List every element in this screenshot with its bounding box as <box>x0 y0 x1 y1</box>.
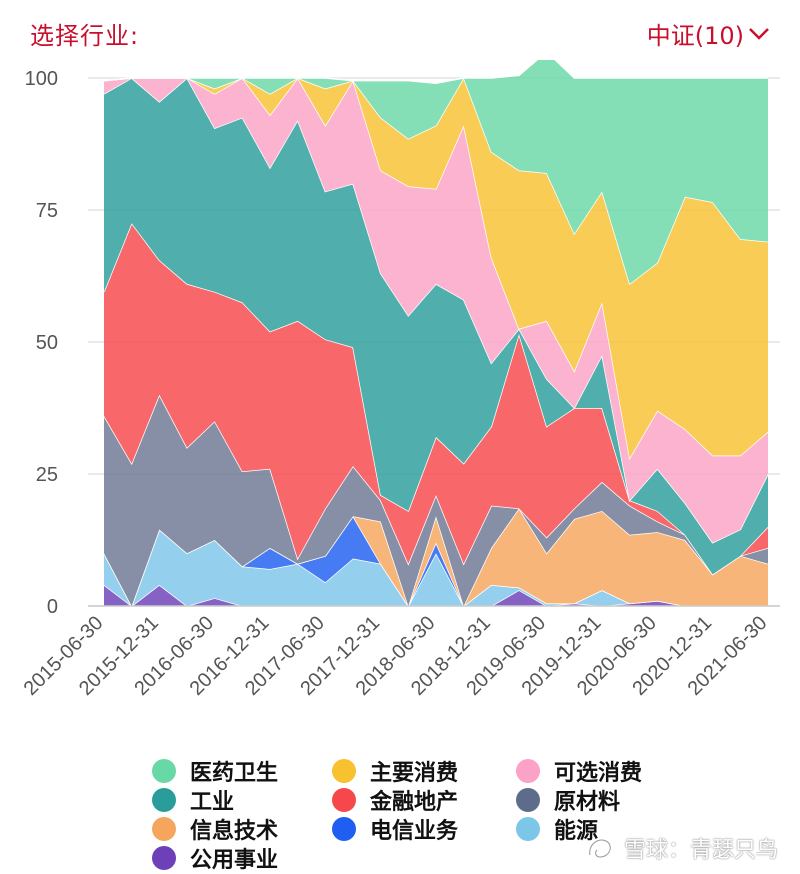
legend-item[interactable]: 信息技术 <box>152 814 278 844</box>
area-edge-医药卫生 <box>103 60 768 85</box>
area-信息技术 <box>104 508 768 606</box>
legend-item[interactable]: 医药卫生 <box>152 756 278 786</box>
legend-label: 金融地产 <box>370 790 459 815</box>
area-医药卫生 <box>104 60 768 284</box>
legend-item[interactable]: 工业 <box>152 785 234 815</box>
legend-label: 公用事业 <box>190 848 279 873</box>
legend-label: 原材料 <box>554 790 621 815</box>
legend-label: 工业 <box>190 790 235 815</box>
watermark: 雪球：青瑟只鸟 <box>586 832 778 864</box>
legend-label: 主要消费 <box>370 761 459 786</box>
y-tick-label: 100 <box>25 68 58 90</box>
legend-item[interactable]: 电信业务 <box>332 814 458 844</box>
legend-swatch <box>152 817 176 841</box>
area-公用事业 <box>104 584 768 606</box>
legend-swatch <box>332 817 356 841</box>
industry-select-label[interactable]: 选择行业: <box>30 22 140 50</box>
legend-label: 信息技术 <box>190 819 279 844</box>
y-axis: 0 25 50 75 100 <box>25 68 58 618</box>
watermark-text: 雪球：青瑟只鸟 <box>623 838 778 863</box>
y-tick-label: 0 <box>47 596 58 618</box>
legend-label: 医药卫生 <box>190 761 279 786</box>
legend-item[interactable]: 金融地产 <box>332 785 458 815</box>
legend-swatch <box>332 788 356 812</box>
legend-swatch <box>152 846 176 870</box>
area-主要消费 <box>104 78 768 459</box>
area-工业 <box>104 78 768 575</box>
legend-item[interactable]: 能源 <box>516 814 598 844</box>
y-tick-label: 25 <box>36 464 58 486</box>
area-原材料 <box>104 394 768 606</box>
legend-swatch <box>516 817 540 841</box>
legend-swatch <box>152 788 176 812</box>
chevron-down-icon <box>749 27 769 40</box>
y-tick-label: 50 <box>36 332 58 354</box>
top-bar: 选择行业: 中证(10) <box>0 0 800 60</box>
legend-item[interactable]: 主要消费 <box>332 756 458 786</box>
legend-label: 电信业务 <box>370 819 459 844</box>
legend-item[interactable]: 原材料 <box>516 785 620 815</box>
legend-label: 能源 <box>554 819 599 844</box>
index-selector-label: 中证(10) <box>646 22 744 50</box>
legend-swatch <box>152 759 176 783</box>
stacked-area-chart: 0 25 50 75 100 2015-06-302015-12-312016-06-3… <box>20 60 780 700</box>
area-能源 <box>104 529 768 606</box>
index-selector[interactable]: 中证(10) <box>647 16 770 51</box>
area-series <box>103 60 769 609</box>
legend: 医药卫生 主要消费 可选消费工业 金融地产 原材料信息技术 电信业务 能源公用事业 <box>0 750 800 873</box>
legend-swatch <box>332 759 356 783</box>
legend-label: 可选消费 <box>554 761 643 786</box>
legend-swatch <box>516 759 540 783</box>
area-可选消费 <box>104 78 768 543</box>
area-金融地产 <box>104 223 768 575</box>
y-tick-label: 75 <box>36 200 58 222</box>
x-axis: 2015-06-302015-12-312016-06-302016-12-31… <box>20 605 780 700</box>
legend-item[interactable]: 公用事业 <box>152 843 278 873</box>
snowball-logo-icon <box>588 838 612 859</box>
legend-item[interactable]: 可选消费 <box>516 756 642 786</box>
legend-swatch <box>516 788 540 812</box>
